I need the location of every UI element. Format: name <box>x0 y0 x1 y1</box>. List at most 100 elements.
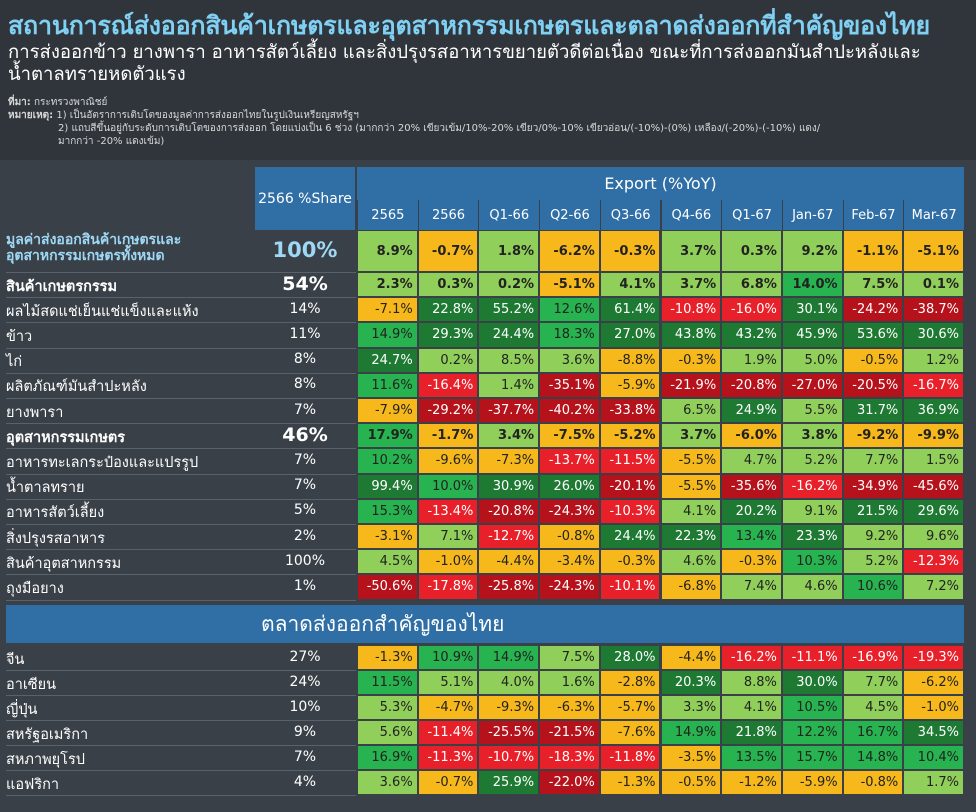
data-cell: 10.3% <box>781 549 843 575</box>
data-cell: 99.4% <box>357 473 418 499</box>
row-label: สิ่งปรุงรสอาหาร <box>6 530 105 547</box>
row-divider <box>6 398 356 399</box>
column-header: Q4-66 <box>660 200 722 230</box>
data-cell: 15.3% <box>357 498 418 524</box>
data-cell: 30.0% <box>781 670 843 695</box>
data-cell: -1.7% <box>417 423 479 449</box>
row-share: 11% <box>289 326 321 342</box>
data-cell: 8.9% <box>357 230 418 272</box>
data-cell: -3.4% <box>539 549 600 575</box>
row-share: 14% <box>289 300 321 317</box>
data-cell: 4.5% <box>357 549 418 575</box>
row-share: 100% <box>272 238 338 262</box>
data-cell: 53.6% <box>842 322 904 348</box>
data-cell: 10.9% <box>417 645 479 670</box>
data-cell: 5.0% <box>781 347 843 373</box>
row-label: สหภาพยุโรป <box>6 751 85 768</box>
data-cell: -16.4% <box>417 372 479 398</box>
data-cell: 24.4% <box>478 322 540 348</box>
row-divider <box>6 795 356 796</box>
data-cell: -3.5% <box>660 745 722 770</box>
data-cell: 13.5% <box>721 745 782 770</box>
data-cell: 4.5% <box>842 695 904 720</box>
data-cell: -18.3% <box>539 745 600 770</box>
data-cell: 61.4% <box>599 297 661 323</box>
data-cell: 7.7% <box>842 670 904 695</box>
data-cell: 7.5% <box>842 272 904 298</box>
data-cell: 4.6% <box>781 574 843 600</box>
data-cell: -10.8% <box>660 297 722 323</box>
data-cell: -10.3% <box>599 498 661 524</box>
data-cell: -35.1% <box>539 372 600 398</box>
row-divider <box>6 347 356 349</box>
row-label: มูลค่าส่งออกสินค้าเกษตรและอุตสาหกรรมเกษต… <box>6 232 182 264</box>
data-cell: 12.2% <box>781 720 843 745</box>
data-cell: 31.7% <box>842 398 904 424</box>
data-cell: 11.6% <box>357 372 418 398</box>
data-cell: 9.6% <box>903 524 964 550</box>
row-share: 10% <box>289 698 321 715</box>
row-divider <box>6 695 356 696</box>
data-cell: -0.3% <box>721 549 782 575</box>
row-divider <box>6 549 356 551</box>
data-cell: -7.3% <box>478 448 540 474</box>
data-cell: -12.7% <box>478 524 540 550</box>
data-cell: -29.2% <box>417 398 479 424</box>
row-divider <box>6 322 356 324</box>
row-divider <box>6 297 356 299</box>
row-divider <box>6 272 356 273</box>
data-cell: -7.1% <box>357 297 418 323</box>
data-cell: -0.3% <box>660 347 722 373</box>
data-cell: 29.3% <box>417 322 479 348</box>
row-label: อาหารทะเลกระป๋องและแปรรูป <box>6 455 199 471</box>
data-cell: -5.5% <box>660 448 722 474</box>
data-cell: -5.9% <box>599 372 661 398</box>
data-cell: -0.8% <box>842 770 904 795</box>
data-cell: 23.3% <box>781 524 843 550</box>
data-cell: 12.6% <box>539 297 600 323</box>
data-cell: -11.5% <box>599 448 661 474</box>
data-cell: -0.7% <box>417 230 479 272</box>
data-cell: -0.5% <box>660 770 722 795</box>
data-cell: -6.2% <box>903 670 964 695</box>
data-cell: 8.5% <box>478 347 540 373</box>
data-cell: 8.8% <box>721 670 782 695</box>
data-cell: 4.1% <box>721 695 782 720</box>
data-cell: -33.8% <box>599 398 661 424</box>
data-cell: 2.3% <box>357 272 418 298</box>
row-share: 8% <box>293 376 317 393</box>
row-share: 100% <box>284 552 326 569</box>
data-cell: 3.6% <box>539 347 600 373</box>
note-label: หมายเหตุ: <box>8 110 54 121</box>
data-cell: 3.6% <box>357 770 418 795</box>
data-cell: -5.5% <box>660 473 722 499</box>
row-label: ผลไม้สดแช่เย็นแช่แข็งและแห้ง <box>6 303 199 320</box>
row-share: 7% <box>293 401 317 418</box>
data-cell: 3.3% <box>660 695 722 720</box>
data-cell: 45.9% <box>781 322 843 348</box>
data-cell: -10.1% <box>599 574 661 600</box>
data-cell: 0.3% <box>721 230 782 272</box>
data-cell: 7.2% <box>903 574 964 600</box>
export-header: Export (%YoY) <box>357 167 964 200</box>
row-share: 9% <box>293 723 317 740</box>
data-cell: 24.7% <box>357 347 418 373</box>
data-cell: -5.2% <box>599 423 661 449</box>
row-divider <box>6 745 356 746</box>
note-2: 2) แถบสีขึ้นอยู่กับระดับการเติบโตของการส… <box>58 123 821 134</box>
data-cell: -40.2% <box>539 398 600 424</box>
data-cell: -24.3% <box>539 498 600 524</box>
row-divider <box>6 423 356 425</box>
row-share: 5% <box>293 502 317 519</box>
data-cell: -4.4% <box>660 645 722 670</box>
row-share: 7% <box>293 748 317 765</box>
data-cell: 10.5% <box>781 695 843 720</box>
data-cell: 30.9% <box>478 473 540 499</box>
data-cell: -6.8% <box>660 574 722 600</box>
data-cell: 29.6% <box>903 498 964 524</box>
data-cell: -4.7% <box>417 695 479 720</box>
row-label: ข้าว <box>6 329 33 345</box>
data-cell: 20.2% <box>721 498 782 524</box>
row-divider <box>6 599 356 601</box>
data-cell: 30.1% <box>781 297 843 323</box>
